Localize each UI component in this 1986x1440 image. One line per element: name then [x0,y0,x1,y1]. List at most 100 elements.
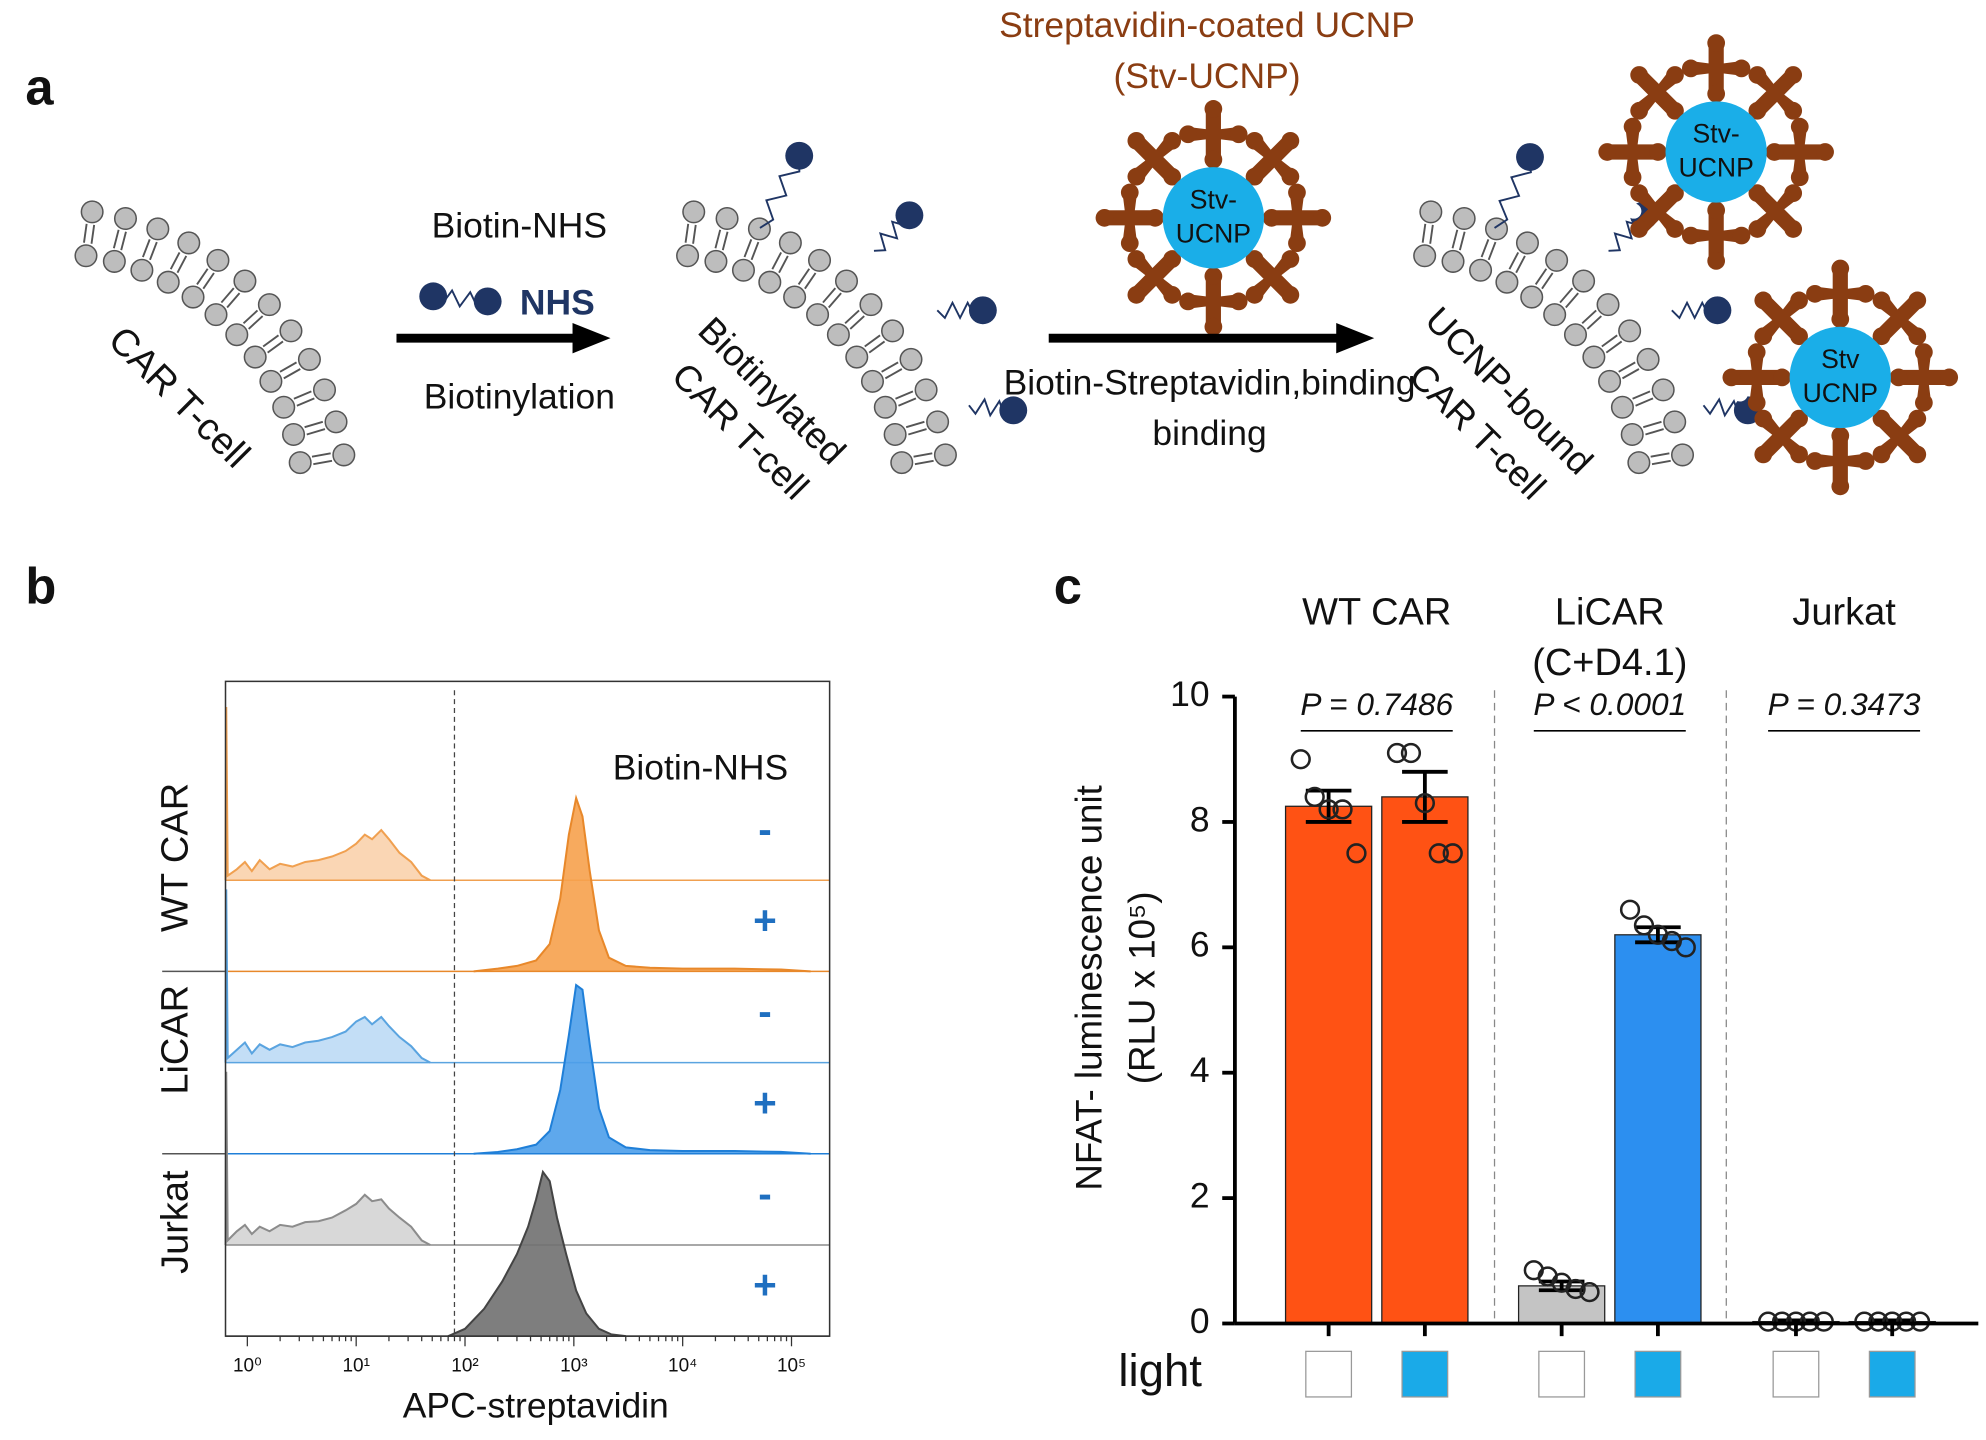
streptavidin-gap [1849,269,1865,285]
lipid-tail [1586,315,1602,330]
label: UCNP [1679,153,1754,183]
lipid-head [257,293,281,317]
label: b [25,558,56,615]
lipid-head [1413,244,1437,268]
streptavidin-gap [1608,160,1624,177]
lipid-head [778,231,802,255]
lipid-tail [1601,334,1618,348]
bar [1381,796,1469,1325]
label: WT CAR [1302,591,1451,633]
biotin [968,296,997,325]
streptavidin-gap [1222,277,1238,293]
label: c [1054,558,1082,615]
biotin [1516,143,1544,171]
streptavidin-gap [1816,436,1832,453]
streptavidin-body [1688,207,1745,264]
lipid-head [243,345,267,369]
streptavidin-gap [1767,226,1783,242]
streptavidin-gap [1305,193,1322,209]
bar [1614,934,1702,1325]
lipid-tail [1643,420,1662,429]
label: a [25,59,54,116]
label: 10¹ [342,1356,369,1377]
lipid-tail [849,315,865,330]
lipid-tail [1541,272,1554,290]
streptavidin [1868,405,1931,468]
streptavidin-gap [1790,203,1807,219]
label: (RLU x 10⁵) [1122,891,1163,1084]
biotin [785,141,814,170]
histogram-curve [447,1169,626,1338]
lipid-head [1627,451,1651,475]
streptavidin-gap [1272,226,1289,242]
lipid-tail [1651,459,1671,466]
label: P < 0.0001 [1533,686,1686,722]
lipid-head [899,347,923,371]
lipid-tail [684,223,690,243]
label: binding [1152,413,1266,453]
streptavidin [1868,287,1931,350]
streptavidin-lobe [1666,101,1684,120]
streptavidin-lobe [1872,409,1891,428]
label: 6 [1190,925,1210,965]
streptavidin-lobe [1784,66,1803,84]
streptavidin [1681,201,1751,270]
label: Jurkat [154,1170,196,1274]
streptavidin-lobe [1748,66,1767,84]
lipid-head [288,451,312,475]
streptavidin-gap [1932,386,1948,402]
lipid-head [1419,200,1443,224]
streptavidin-lobe [1204,317,1223,336]
biotin [999,396,1028,425]
streptavidin [1095,183,1164,253]
lipid-head [1598,369,1622,393]
histogram-curve [473,983,811,1155]
streptavidin-gap [1222,310,1238,326]
lipid-head [834,269,859,293]
streptavidin-lobe [1229,125,1248,144]
streptavidin-lobe [1666,66,1684,84]
streptavidin-lobe [1707,84,1726,103]
streptavidin-gap [1641,127,1657,144]
streptavidin-gap [1189,110,1205,126]
lipid-head [1636,347,1660,371]
label: 10 [1170,674,1209,714]
lipid-tail [142,239,151,258]
lipid-tail [864,334,881,348]
streptavidin-lobe [1806,452,1824,470]
streptavidin-gap [1750,310,1766,326]
streptavidin-gap [1649,180,1665,196]
lipid-tail [169,251,181,270]
streptavidin-gap [1808,127,1824,144]
streptavidin-lobe [1179,292,1197,311]
streptavidin-gap [1692,244,1708,260]
biotin [419,282,448,311]
label: 10² [451,1356,478,1377]
lipid-tail [304,420,324,429]
streptavidin-lobe [1790,291,1808,310]
streptavidin-lobe [1120,183,1139,202]
lipid-head [1618,319,1642,343]
streptavidin-gap [1808,160,1824,177]
streptavidin-lobe [1790,168,1809,187]
streptavidin-body [1771,124,1828,180]
streptavidin [1744,180,1807,242]
streptavidin-body [1101,189,1158,246]
histogram-fill [473,985,811,1154]
lipid-head [156,270,180,294]
lipid-tail [283,368,301,380]
lipid-head [731,258,755,282]
streptavidin-gap [1868,310,1884,326]
lipid-tail [1508,251,1520,270]
streptavidin-lobe [1754,409,1773,428]
lipid-tail [1565,292,1579,309]
data-point [1414,793,1436,814]
streptavidin-gap [1692,44,1708,60]
lipid-tail [1429,224,1434,244]
label: Biotin-NHS [432,205,607,245]
streptavidin-lobe [1790,327,1808,346]
streptavidin-lobe [1908,291,1927,310]
label: 4 [1190,1050,1210,1090]
lipid-tail [1645,428,1664,436]
streptavidin-body [1728,349,1785,406]
